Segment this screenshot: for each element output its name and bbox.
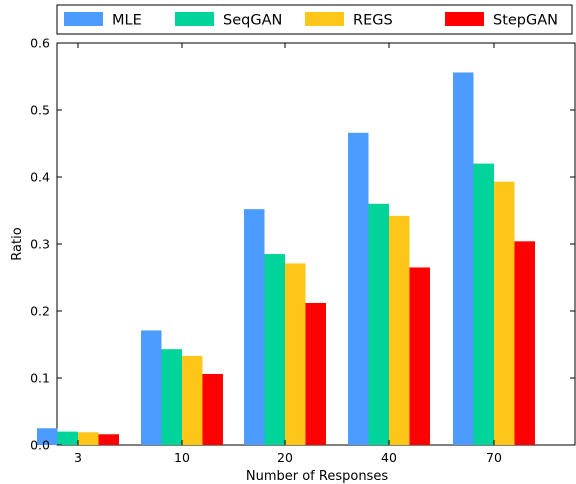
- bar-stepgan-40: [409, 267, 430, 445]
- legend-label-mle: MLE: [112, 13, 142, 29]
- bar-stepgan-3: [98, 434, 119, 445]
- bar-seqgan-70: [473, 163, 494, 445]
- y-tick-label: 0.0: [30, 438, 50, 453]
- legend-swatch-regs: [305, 12, 344, 26]
- bar-seqgan-3: [57, 431, 78, 445]
- bar-regs-3: [78, 432, 99, 445]
- bar-stepgan-20: [305, 302, 326, 445]
- x-tick-label: 70: [486, 450, 502, 465]
- y-axis-label: Ratio: [10, 227, 25, 260]
- bar-mle-20: [244, 209, 265, 445]
- y-tick-label: 0.3: [30, 237, 50, 252]
- y-tick-label: 0.2: [30, 304, 50, 319]
- x-tick-label: 40: [381, 450, 397, 465]
- legend-swatch-stepgan: [445, 12, 484, 26]
- y-tick-label: 0.5: [30, 103, 50, 118]
- bar-mle-3: [37, 428, 58, 445]
- bar-seqgan-10: [161, 349, 182, 445]
- bar-regs-70: [494, 181, 515, 445]
- bar-seqgan-40: [368, 203, 389, 445]
- x-tick-label: 10: [174, 450, 190, 465]
- bars: [37, 72, 535, 445]
- legend-label-seqgan: SeqGAN: [223, 13, 282, 29]
- bar-stepgan-10: [202, 373, 223, 445]
- bar-seqgan-20: [264, 254, 285, 445]
- y-tick-label: 0.4: [30, 170, 50, 185]
- legend-swatch-seqgan: [175, 12, 214, 26]
- bar-regs-40: [389, 215, 410, 445]
- bar-mle-40: [348, 132, 369, 445]
- x-axis-label: Number of Responses: [246, 469, 388, 484]
- x-tick-label: 20: [277, 450, 293, 465]
- bar-mle-70: [453, 72, 474, 445]
- bar-regs-10: [182, 355, 203, 445]
- bar-stepgan-70: [514, 241, 535, 445]
- axes: 0.0 0.1 0.2 0.3 0.4 0.5 0.6 3 10 20 40 70: [30, 36, 575, 465]
- bar-mle-10: [141, 330, 162, 445]
- x-tick-label: 3: [74, 450, 82, 465]
- legend-swatch-mle: [64, 12, 103, 26]
- legend-label-regs: REGS: [353, 13, 393, 29]
- bar-regs-20: [285, 263, 306, 445]
- y-tick-label: 0.1: [30, 371, 50, 386]
- legend-label-stepgan: StepGAN: [493, 13, 558, 29]
- y-tick-label: 0.6: [30, 36, 50, 51]
- legend: MLE SeqGAN REGS StepGAN: [56, 4, 573, 35]
